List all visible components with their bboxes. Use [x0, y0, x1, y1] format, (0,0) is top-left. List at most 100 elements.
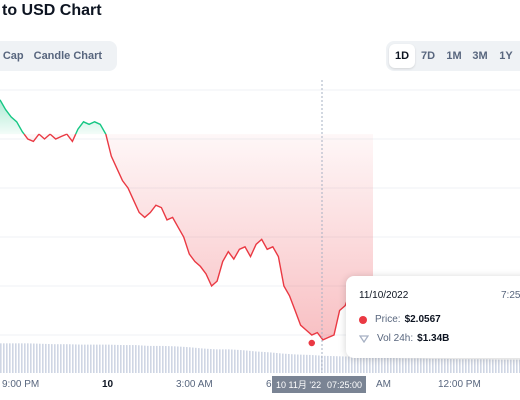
- price-line-down: [66, 133, 77, 143]
- volume-bar: [318, 355, 320, 373]
- volume-bar: [60, 344, 62, 373]
- range-7d-tab[interactable]: 7D: [420, 50, 436, 62]
- volume-bar: [303, 354, 305, 373]
- volume-bar: [105, 344, 107, 373]
- volume-bar: [141, 345, 143, 373]
- volume-bar: [243, 350, 245, 373]
- volume-bar: [357, 356, 359, 373]
- volume-bar: [87, 344, 89, 373]
- volume-bar: [33, 343, 35, 373]
- volume-bar: [405, 358, 407, 373]
- volume-bar: [0, 343, 2, 373]
- volume-bar: [396, 358, 398, 373]
- volume-bar: [288, 353, 290, 373]
- tooltip-volume-value: $1.34B: [417, 333, 450, 344]
- market-cap-tab[interactable]: et Cap: [0, 50, 24, 62]
- candle-chart-tab[interactable]: Candle Chart: [33, 50, 103, 62]
- volume-bar: [342, 356, 344, 373]
- volume-bar: [66, 344, 68, 373]
- volume-bar: [216, 349, 218, 373]
- volume-bar: [297, 354, 299, 373]
- volume-bar: [237, 349, 239, 373]
- volume-bar: [69, 344, 71, 373]
- volume-bar: [126, 345, 128, 373]
- volume-bar: [384, 357, 386, 373]
- volume-bar: [426, 358, 428, 373]
- volume-bar: [393, 358, 395, 373]
- volume-bar: [18, 343, 20, 373]
- volume-bar: [429, 358, 431, 373]
- volume-bar: [486, 359, 488, 373]
- volume-bar: [27, 343, 29, 373]
- volume-bar: [36, 343, 38, 373]
- volume-bar: [162, 345, 164, 373]
- volume-bar: [219, 349, 221, 373]
- volume-bar: [48, 344, 50, 373]
- volume-bar: [165, 346, 167, 373]
- volume-bar: [42, 343, 44, 373]
- volume-bar: [420, 358, 422, 373]
- volume-bar: [153, 345, 155, 373]
- tooltip-date: 11/10/2022: [359, 290, 409, 301]
- volume-bar: [504, 359, 506, 373]
- volume-bar: [300, 354, 302, 373]
- volume-bar: [174, 346, 176, 373]
- volume-bar: [177, 346, 179, 373]
- volume-bar: [444, 358, 446, 373]
- volume-bar: [213, 349, 215, 373]
- volume-bar: [363, 357, 365, 373]
- volume-bar: [468, 359, 470, 373]
- volume-bar: [408, 358, 410, 373]
- price-line: [0, 99, 374, 341]
- volume-bar: [330, 356, 332, 373]
- volume-bar: [111, 344, 113, 373]
- volume-bar: [453, 359, 455, 373]
- volume-bar: [351, 356, 353, 373]
- volume-bar: [501, 359, 503, 373]
- range-1m-tab[interactable]: 1M: [446, 50, 462, 62]
- volume-bar: [183, 346, 185, 373]
- volume-bar: [261, 351, 263, 373]
- volume-bar: [273, 352, 275, 373]
- volume-bars: [0, 343, 520, 373]
- volume-bar: [201, 348, 203, 373]
- volume-bar: [135, 345, 137, 373]
- range-1y-tab[interactable]: 1Y: [499, 50, 513, 62]
- volume-bar: [63, 344, 65, 373]
- volume-bar: [9, 343, 11, 373]
- price-line-down: [38, 133, 51, 140]
- price-line-up: [0, 99, 25, 135]
- volume-bar: [270, 352, 272, 373]
- volume-bar: [465, 359, 467, 373]
- volume-bar: [246, 350, 248, 373]
- volume-bar: [204, 348, 206, 373]
- volume-bar: [279, 353, 281, 373]
- volume-bar: [387, 357, 389, 373]
- volume-bar: [147, 345, 149, 373]
- volume-bar: [423, 358, 425, 373]
- price-line-down: [105, 133, 374, 341]
- volume-bar: [51, 344, 53, 373]
- volume-bar: [459, 359, 461, 373]
- volume-bar: [102, 344, 104, 373]
- volume-bar: [192, 347, 194, 373]
- tooltip-price-label: Price:: [375, 314, 401, 325]
- volume-bar: [477, 359, 479, 373]
- volume-bar: [390, 357, 392, 373]
- volume-bar: [507, 359, 509, 373]
- volume-bar: [336, 356, 338, 373]
- volume-bar: [255, 351, 257, 373]
- volume-bar: [123, 345, 125, 373]
- volume-bar: [309, 354, 311, 373]
- volume-bar: [369, 357, 371, 373]
- tooltip-volume-label: Vol 24h:: [377, 333, 414, 344]
- range-3m-tab[interactable]: 3M: [472, 50, 488, 62]
- price-line-down: [23, 133, 40, 143]
- volume-bar: [168, 346, 170, 373]
- volume-bar: [228, 349, 230, 373]
- volume-bar: [207, 348, 209, 373]
- range-1d-tab[interactable]: 1D: [389, 44, 415, 68]
- volume-bar: [210, 349, 212, 373]
- price-up-area: [0, 99, 106, 135]
